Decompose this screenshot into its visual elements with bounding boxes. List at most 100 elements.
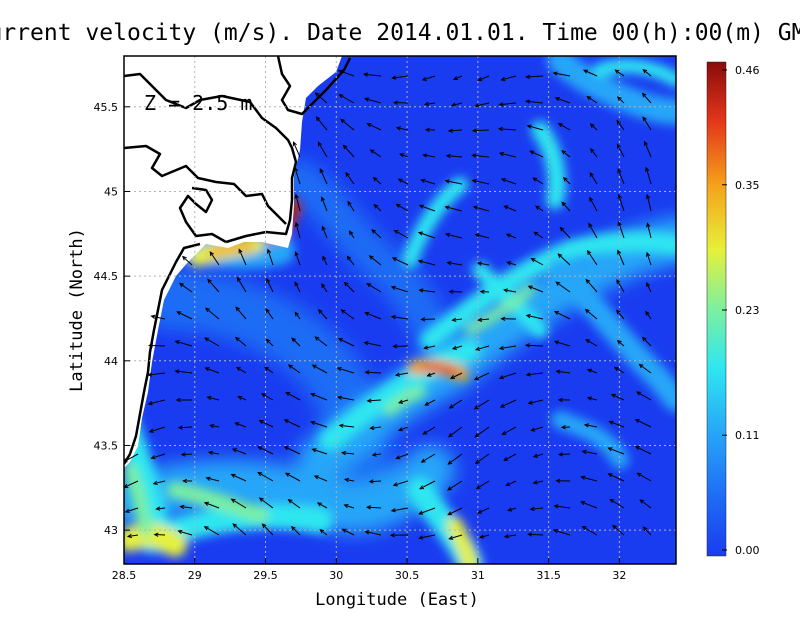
velocity-arrow	[319, 529, 328, 536]
velocity-arrow	[390, 314, 409, 320]
velocity-arrow	[395, 126, 409, 131]
velocity-arrow	[261, 523, 274, 536]
velocity-arrow	[150, 314, 166, 320]
velocity-arrow	[174, 369, 193, 374]
velocity-arrow	[148, 426, 166, 433]
velocity-arrow	[614, 69, 625, 77]
velocity-arrow	[588, 222, 598, 239]
velocity-arrow	[607, 473, 625, 482]
colorbar-ticks: 0.46 0.35 0.23 0.11 0.00	[722, 64, 760, 557]
coastline-south	[124, 242, 201, 465]
x-tick-label: 32	[612, 569, 626, 582]
velocity-arrow	[321, 225, 328, 239]
velocity-arrow	[234, 336, 247, 347]
velocity-arrow	[420, 453, 436, 463]
velocity-arrow	[362, 72, 382, 77]
velocity-arrow	[586, 396, 598, 401]
velocity-arrow	[181, 255, 193, 266]
velocity-arrow	[476, 261, 490, 266]
velocity-arrow	[532, 453, 544, 458]
velocity-arrow	[525, 99, 544, 104]
velocity-arrow	[422, 426, 436, 435]
velocity-arrow	[607, 447, 625, 455]
velocity-arrow	[291, 337, 301, 347]
velocity-band	[420, 231, 676, 350]
velocity-arrow	[444, 232, 463, 239]
velocity-arrow	[366, 505, 382, 510]
velocity-arrow	[345, 171, 355, 185]
velocity-arrow	[177, 529, 193, 536]
velocity-arrow	[373, 203, 382, 212]
velocity-arrow	[451, 317, 463, 322]
velocity-arrow	[553, 504, 571, 509]
velocity-arrow	[155, 506, 166, 511]
velocity-arrow	[394, 372, 409, 377]
velocity-arrow	[348, 230, 355, 239]
colorbar-tick-label: 0.00	[735, 544, 760, 557]
velocity-arrow	[501, 426, 517, 435]
x-tick-label: 30.5	[395, 569, 420, 582]
velocity-arrow	[584, 308, 598, 320]
velocity-arrow	[559, 226, 571, 239]
velocity-arrow	[525, 372, 544, 377]
velocity-arrow	[369, 425, 382, 431]
velocity-arrow	[527, 285, 544, 293]
velocity-arrow	[287, 364, 301, 374]
velocity-arrow	[392, 344, 409, 349]
velocity-arrow	[586, 368, 598, 374]
velocity-arrow	[397, 178, 409, 185]
velocity-arrow	[634, 446, 652, 455]
velocity-arrow	[646, 222, 652, 239]
velocity-arrow	[616, 339, 625, 347]
y-tick-label: 44.5	[94, 270, 119, 283]
velocity-hotspot	[447, 517, 478, 564]
velocity-arrow	[474, 426, 490, 438]
velocity-arrow	[313, 475, 328, 482]
velocity-arrow	[535, 205, 544, 212]
x-tick-label: 28.5	[112, 569, 137, 582]
coastline-main	[276, 56, 352, 116]
y-tick-label: 45.5	[94, 101, 119, 114]
velocity-arrow	[265, 308, 274, 320]
velocity-arrow	[642, 526, 652, 536]
velocity-arrow	[527, 399, 544, 405]
x-tick-label: 31	[471, 569, 485, 582]
velocity-arrow	[555, 369, 571, 374]
colorbar-tick-label: 0.23	[735, 304, 760, 317]
velocity-arrow	[474, 233, 490, 239]
velocity-arrow	[340, 450, 355, 456]
velocity-arrow	[424, 127, 436, 133]
velocity-arrow	[148, 343, 166, 348]
velocity-arrow	[423, 101, 436, 107]
velocity-arrow	[589, 148, 598, 158]
velocity-arrow	[342, 144, 355, 158]
velocity-arrow	[283, 446, 301, 455]
velocity-arrow	[235, 366, 247, 374]
velocity-arrow	[418, 288, 436, 293]
velocity-arrow	[368, 255, 382, 266]
velocity-arrow	[645, 251, 652, 266]
x-axis-ticks: 28.5 29 29.5 30 30.5 31 31.5 32	[112, 558, 626, 582]
velocity-arrow	[586, 95, 598, 104]
velocity-arrow	[525, 313, 544, 320]
velocity-arrow	[209, 423, 220, 429]
velocity-arrow	[397, 399, 409, 404]
velocity-arrow	[234, 422, 247, 428]
x-tick-label: 31.5	[536, 569, 561, 582]
velocity-arrow	[294, 193, 301, 212]
velocity-arrow	[530, 258, 544, 266]
land-area	[124, 56, 342, 468]
velocity-arrow	[473, 399, 490, 410]
velocity-arrow	[500, 316, 517, 322]
velocity-arrow	[557, 253, 571, 266]
velocity-arrow	[316, 502, 328, 509]
velocity-arrow	[369, 149, 382, 158]
velocity-arrow	[503, 288, 517, 293]
velocity-arrow	[341, 528, 355, 536]
velocity-arrow	[261, 393, 274, 401]
velocity-arrow	[552, 71, 571, 77]
velocity-arrow	[126, 533, 139, 539]
velocity-arrow	[322, 255, 328, 266]
x-tick-label: 30	[329, 569, 343, 582]
